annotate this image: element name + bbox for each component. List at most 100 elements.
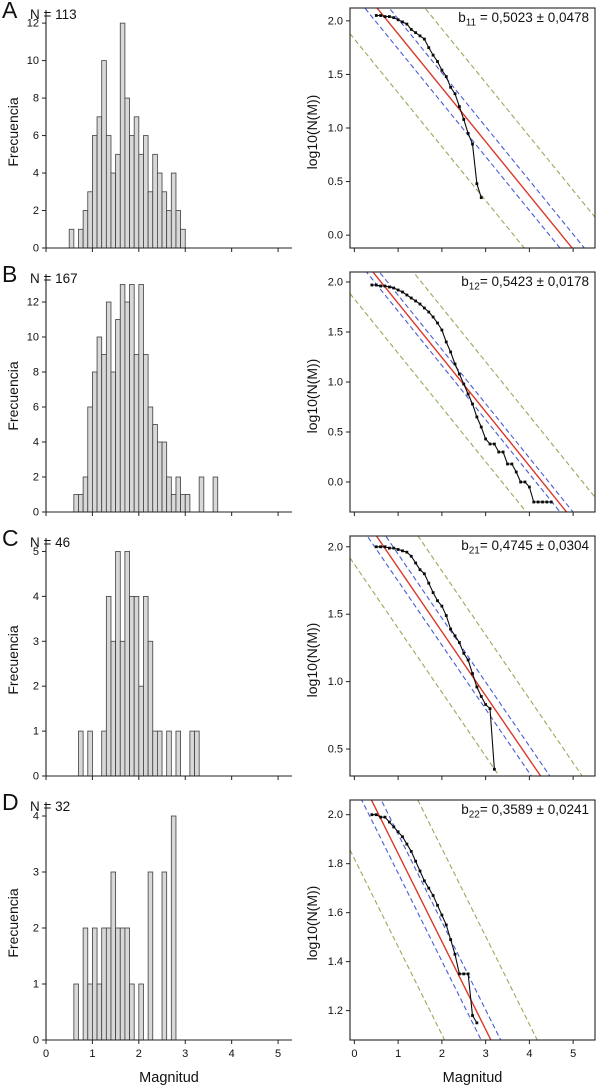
histogram-bar — [138, 685, 144, 777]
data-point-marker — [457, 105, 461, 108]
histogram-bar — [175, 730, 182, 777]
histogram-bar — [110, 871, 117, 1041]
tick-label: 4 — [33, 437, 39, 449]
histogram-bar — [110, 640, 117, 777]
curve-y-axis-label-d: log10(N(M)) — [304, 885, 320, 961]
panel-letter-d: D — [2, 789, 19, 815]
data-point-marker — [449, 938, 453, 941]
histogram-plot-a: 0 2 4 6 8 10 12 — [27, 10, 292, 255]
histogram-bar — [119, 284, 126, 513]
tick-label: 4 — [33, 591, 39, 603]
tick-label: 4 — [526, 1048, 532, 1060]
data-point-marker — [475, 182, 479, 186]
histogram-bar — [189, 730, 195, 777]
outer-confidence-line — [350, 557, 500, 776]
b-value-fit-line — [375, 536, 542, 776]
data-point-marker — [532, 500, 536, 504]
hist-cell-b: B N = 167 Frecuencia 0 2 4 6 8 10 12 — [0, 261, 300, 528]
data-point-marker — [427, 886, 431, 890]
tick-label: 1.8 — [328, 858, 343, 870]
curve-y-axis-label-b: log10(N(M)) — [304, 358, 320, 434]
data-point-marker — [453, 92, 457, 96]
histogram-bar — [138, 983, 144, 1041]
data-point-marker — [466, 658, 470, 662]
data-point-marker — [414, 299, 418, 303]
histogram-bar — [161, 191, 168, 249]
histogram-bar — [115, 153, 121, 249]
histogram-bar — [78, 494, 84, 513]
data-point-marker — [466, 392, 470, 396]
histogram-bar — [212, 476, 219, 513]
tick-label: 0.5 — [328, 744, 343, 756]
data-point-marker — [405, 293, 409, 297]
data-point-marker — [549, 500, 553, 504]
tick-label: 1.0 — [328, 123, 343, 135]
data-point-marker — [475, 685, 479, 689]
data-point-marker — [492, 442, 496, 446]
data-point-marker — [405, 22, 409, 26]
cumulative-magnitude-curve — [376, 546, 495, 770]
histogram-bar — [180, 494, 186, 513]
data-point-marker — [383, 284, 387, 288]
histogram-bar — [124, 301, 130, 513]
histogram-bar — [82, 476, 89, 513]
tick-label: 0.5 — [328, 427, 343, 439]
data-point-marker — [374, 813, 378, 817]
tick-label: 1.0 — [328, 676, 343, 688]
data-point-marker — [545, 500, 549, 504]
data-point-marker — [466, 131, 470, 135]
data-point-marker — [510, 462, 514, 466]
tick-label: 2 — [33, 205, 39, 217]
data-point-marker — [374, 283, 378, 287]
data-point-marker — [392, 825, 396, 829]
inner-confidence-line — [366, 536, 533, 776]
panel-letter-b: B — [2, 261, 18, 287]
data-point-marker — [374, 545, 378, 549]
sample-size-label-c: N = 46 — [30, 535, 71, 550]
data-point-marker — [466, 972, 470, 976]
tick-label: 0.0 — [328, 477, 343, 489]
tick-label: 5 — [275, 1048, 281, 1060]
b-value-fit-line — [370, 800, 492, 1040]
histogram-bar — [143, 135, 149, 249]
histogram-bar — [92, 135, 98, 249]
hist-y-axis-label-d: Frecuencia — [5, 888, 21, 958]
data-point-marker — [405, 550, 409, 554]
b-base-b: b — [461, 274, 469, 289]
data-point-marker — [436, 599, 439, 603]
b-value-d: = 0,3589 ± 0,0241 — [479, 802, 589, 817]
inner-confidence-line — [361, 800, 482, 1040]
histogram-bar — [175, 210, 182, 249]
tick-label: 12 — [27, 18, 39, 30]
histogram-bar — [87, 191, 93, 249]
histogram-bar — [129, 595, 135, 777]
data-point-marker — [449, 627, 453, 631]
histogram-plot-d: 0 1 2 3 4 0 1 2 3 4 5 — [33, 802, 292, 1060]
sample-size-label-b: N = 167 — [30, 271, 78, 286]
data-point-marker — [418, 568, 422, 572]
histogram-bar — [133, 595, 140, 777]
histogram-bar — [198, 476, 205, 513]
data-point-marker — [519, 480, 523, 484]
data-point-marker — [401, 290, 404, 294]
data-point-marker — [471, 672, 474, 675]
tick-label: 2.0 — [328, 809, 343, 821]
histogram-plot-c: 0 1 2 3 4 5 — [33, 538, 292, 783]
cumulative-magnitude-curve — [371, 814, 478, 1024]
data-point-marker — [462, 382, 466, 386]
histogram-bar — [147, 191, 154, 249]
histogram-bar — [68, 228, 75, 249]
data-point-marker — [427, 310, 431, 314]
data-point-marker — [383, 815, 387, 819]
tick-label: 3 — [33, 867, 39, 879]
data-point-marker — [453, 634, 457, 638]
data-point-marker — [471, 1014, 474, 1017]
tick-label: 1.0 — [328, 377, 343, 389]
tick-label: 0 — [351, 1048, 357, 1060]
tick-label: 4 — [33, 811, 39, 823]
outer-confidence-line — [350, 849, 446, 1040]
data-point-marker — [457, 641, 461, 644]
data-point-marker — [422, 306, 426, 310]
histogram-bar — [152, 730, 158, 777]
